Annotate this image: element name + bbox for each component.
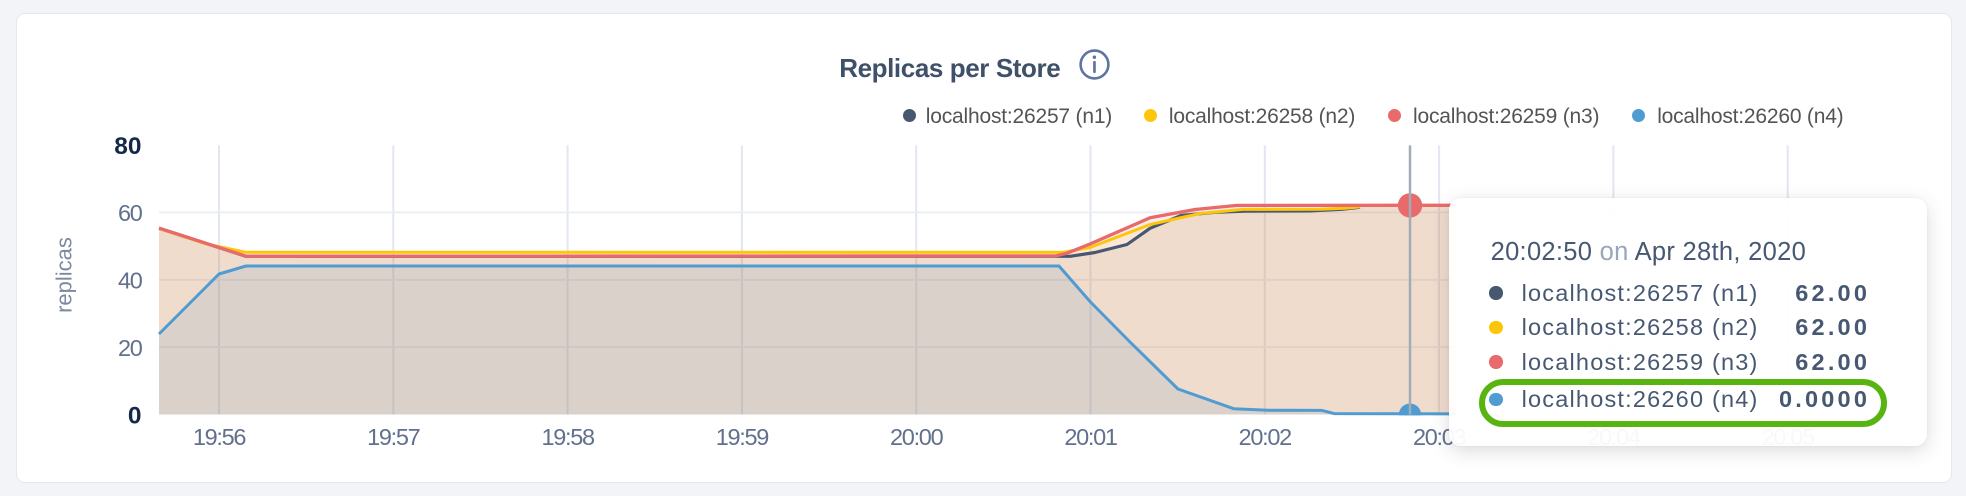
svg-text:19:59: 19:59 (716, 424, 769, 450)
svg-text:replicas: replicas (52, 237, 77, 313)
svg-text:60: 60 (118, 200, 143, 226)
svg-text:80: 80 (114, 133, 141, 160)
svg-text:0: 0 (128, 403, 142, 430)
svg-text:19:58: 19:58 (541, 424, 595, 450)
svg-text:20: 20 (118, 335, 143, 361)
svg-text:20:02: 20:02 (1239, 424, 1292, 450)
svg-text:19:57: 19:57 (367, 424, 420, 450)
svg-text:40: 40 (118, 268, 143, 294)
svg-text:19:56: 19:56 (193, 424, 247, 450)
svg-text:20:00: 20:00 (890, 424, 944, 450)
svg-text:20:01: 20:01 (1064, 424, 1117, 450)
